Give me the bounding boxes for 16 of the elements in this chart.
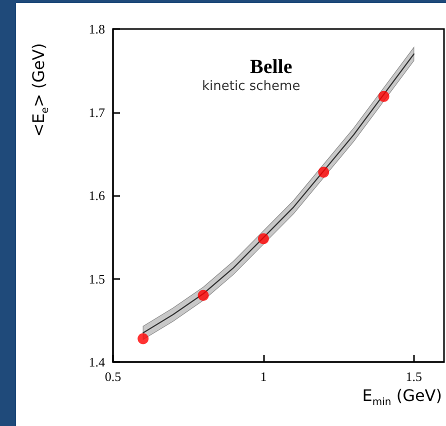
x-tick-label: 0.5 [104, 369, 122, 384]
y-tick-label: 1.5 [88, 271, 105, 286]
x-axis-title: E$_{min}$ (GeV) [362, 386, 442, 408]
annotation: kinetic scheme [202, 79, 300, 94]
y-tick-label: 1.7 [88, 104, 106, 120]
point [318, 166, 330, 178]
y-tick-label: 1.6 [88, 188, 106, 203]
x-tick-label: 1 [260, 369, 267, 384]
point [378, 90, 390, 102]
annotation: Belle [250, 56, 292, 78]
x-tick-label: 1.5 [406, 369, 422, 384]
y-tick-label: 1.8 [88, 22, 105, 36]
point [138, 333, 149, 344]
point [258, 233, 269, 244]
y-tick-label: 1.4 [88, 354, 106, 370]
point [198, 290, 209, 301]
